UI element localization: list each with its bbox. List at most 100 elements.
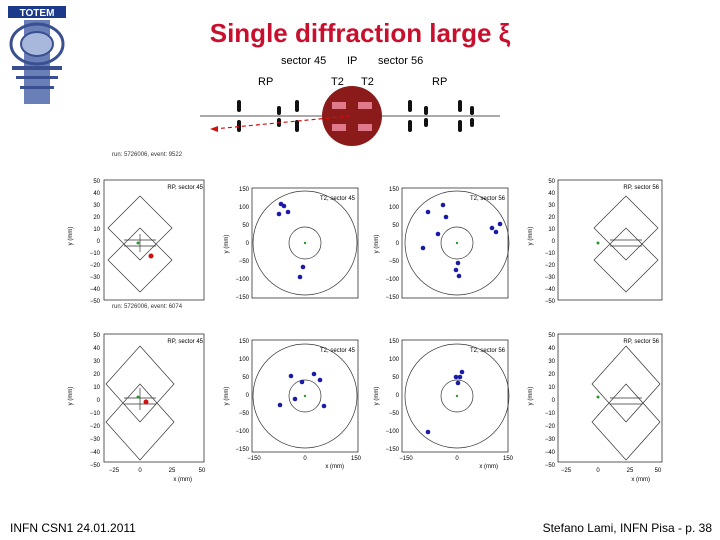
page-title: Single diffraction large ξ <box>209 18 511 48</box>
logo-text: TOTEM <box>20 8 55 19</box>
svg-text:−20: −20 <box>545 263 556 269</box>
sector-45-label: sector 45 <box>281 55 327 67</box>
svg-text:10: 10 <box>93 385 100 391</box>
svg-text:50: 50 <box>655 468 662 474</box>
t2-detector-left-bottom <box>332 124 346 131</box>
svg-text:−30: −30 <box>545 275 556 281</box>
rp-title: RP, sector 45 <box>167 185 203 191</box>
svg-text:0: 0 <box>246 393 250 399</box>
svg-text:0: 0 <box>596 468 600 474</box>
svg-text:−150: −150 <box>385 295 399 301</box>
svg-text:−30: −30 <box>545 437 556 443</box>
svg-text:50: 50 <box>548 333 555 339</box>
t2-detector-left-top <box>332 102 346 109</box>
t2-detector-right-top <box>358 102 372 109</box>
svg-text:10: 10 <box>548 227 555 233</box>
svg-text:−20: −20 <box>90 263 101 269</box>
svg-text:30: 30 <box>548 203 555 209</box>
svg-text:25: 25 <box>627 468 634 474</box>
svg-text:−50: −50 <box>90 299 101 305</box>
svg-text:−150: −150 <box>235 447 249 453</box>
rp-panel-sector56-event1: RP, sector 56 50 40 30 20 10 0 −10 −20 −30 −4… <box>528 179 663 305</box>
svg-text:0: 0 <box>552 239 556 245</box>
svg-text:T2, sector 56: T2, sector 56 <box>470 348 506 354</box>
rp-hit <box>148 253 154 259</box>
event-label-1: run: 5726006, event: 9522 <box>112 152 183 158</box>
svg-text:20: 20 <box>548 372 555 378</box>
roman-pots-right <box>408 100 474 132</box>
svg-text:−40: −40 <box>545 450 556 456</box>
svg-text:150: 150 <box>351 456 362 462</box>
t2-hits <box>420 202 503 279</box>
svg-text:0: 0 <box>303 456 307 462</box>
svg-text:y (mm): y (mm) <box>374 235 380 254</box>
svg-text:100: 100 <box>389 357 400 363</box>
svg-text:y (mm): y (mm) <box>68 227 74 246</box>
svg-text:150: 150 <box>503 456 514 462</box>
rp-hit <box>143 399 149 405</box>
svg-text:10: 10 <box>93 227 100 233</box>
svg-text:0: 0 <box>396 241 400 247</box>
svg-text:20: 20 <box>93 372 100 378</box>
svg-text:10: 10 <box>548 385 555 391</box>
t2-hits <box>277 371 327 409</box>
rp-panel-sector45-event2: RP, sector 45 50 40 30 20 10 0 −10 −20 −30 −4… <box>68 333 206 483</box>
svg-text:50: 50 <box>93 333 100 339</box>
svg-text:40: 40 <box>548 191 555 197</box>
rp-left-label: RP <box>258 76 274 88</box>
t2-panel-sector56-event2: T2, sector 56 150 100 50 0 −50 −100 −150 y … <box>374 339 514 470</box>
svg-text:x (mm): x (mm) <box>479 464 498 470</box>
svg-text:y (mm): y (mm) <box>224 235 230 254</box>
t2-detector-right-bottom <box>358 124 372 131</box>
svg-text:30: 30 <box>93 203 100 209</box>
svg-text:RP, sector 45: RP, sector 45 <box>167 339 203 345</box>
svg-text:40: 40 <box>548 346 555 352</box>
svg-text:20: 20 <box>93 215 100 221</box>
sector-56-label: sector 56 <box>378 55 424 67</box>
svg-text:−25: −25 <box>561 468 572 474</box>
svg-text:x (mm): x (mm) <box>631 477 650 483</box>
svg-text:−50: −50 <box>239 411 250 417</box>
svg-text:0: 0 <box>396 393 400 399</box>
svg-text:50: 50 <box>548 179 555 185</box>
ip-label: IP <box>347 55 358 67</box>
svg-text:30: 30 <box>548 359 555 365</box>
proton-track <box>213 115 351 130</box>
rp-panel-sector56-event2: RP, sector 56 50 40 30 20 10 0 −10 −20 −30 −4… <box>528 333 663 483</box>
svg-text:150: 150 <box>239 187 250 193</box>
svg-text:x (mm): x (mm) <box>173 477 192 483</box>
svg-text:150: 150 <box>389 339 400 345</box>
svg-text:y (mm): y (mm) <box>528 227 534 246</box>
svg-text:−10: −10 <box>90 411 101 417</box>
t2-panel-sector56-event1: T2, sector 56 150 100 50 0 −50 −100 −150 y … <box>374 187 510 301</box>
event-label-2: run: 5726006, event: 6074 <box>112 304 183 310</box>
svg-text:−20: −20 <box>90 424 101 430</box>
svg-text:−40: −40 <box>545 287 556 293</box>
svg-text:−10: −10 <box>90 251 101 257</box>
t2-left-label: T2 <box>331 76 344 88</box>
footer-author-page: Stefano Lami, INFN Pisa - p. 38 <box>542 521 712 535</box>
svg-text:−100: −100 <box>235 277 249 283</box>
svg-text:x (mm): x (mm) <box>325 464 344 470</box>
svg-text:−10: −10 <box>545 251 556 257</box>
svg-text:40: 40 <box>93 346 100 352</box>
svg-text:−50: −50 <box>545 463 556 469</box>
svg-text:y (mm): y (mm) <box>224 387 230 406</box>
svg-text:50: 50 <box>392 375 399 381</box>
beamline-diagram <box>200 86 500 146</box>
svg-text:−150: −150 <box>235 295 249 301</box>
ip-region <box>322 86 382 146</box>
svg-text:−50: −50 <box>545 299 556 305</box>
svg-text:−30: −30 <box>90 275 101 281</box>
svg-text:0: 0 <box>97 239 101 245</box>
svg-text:y (mm): y (mm) <box>374 387 380 406</box>
svg-text:−20: −20 <box>545 424 556 430</box>
svg-text:−100: −100 <box>235 429 249 435</box>
svg-text:−100: −100 <box>385 277 399 283</box>
proton-arrow <box>210 126 218 132</box>
svg-text:−25: −25 <box>109 468 120 474</box>
t2-hits <box>425 369 465 435</box>
svg-text:y (mm): y (mm) <box>528 387 534 406</box>
totem-logo: TOTEM <box>8 6 66 104</box>
svg-text:40: 40 <box>93 191 100 197</box>
